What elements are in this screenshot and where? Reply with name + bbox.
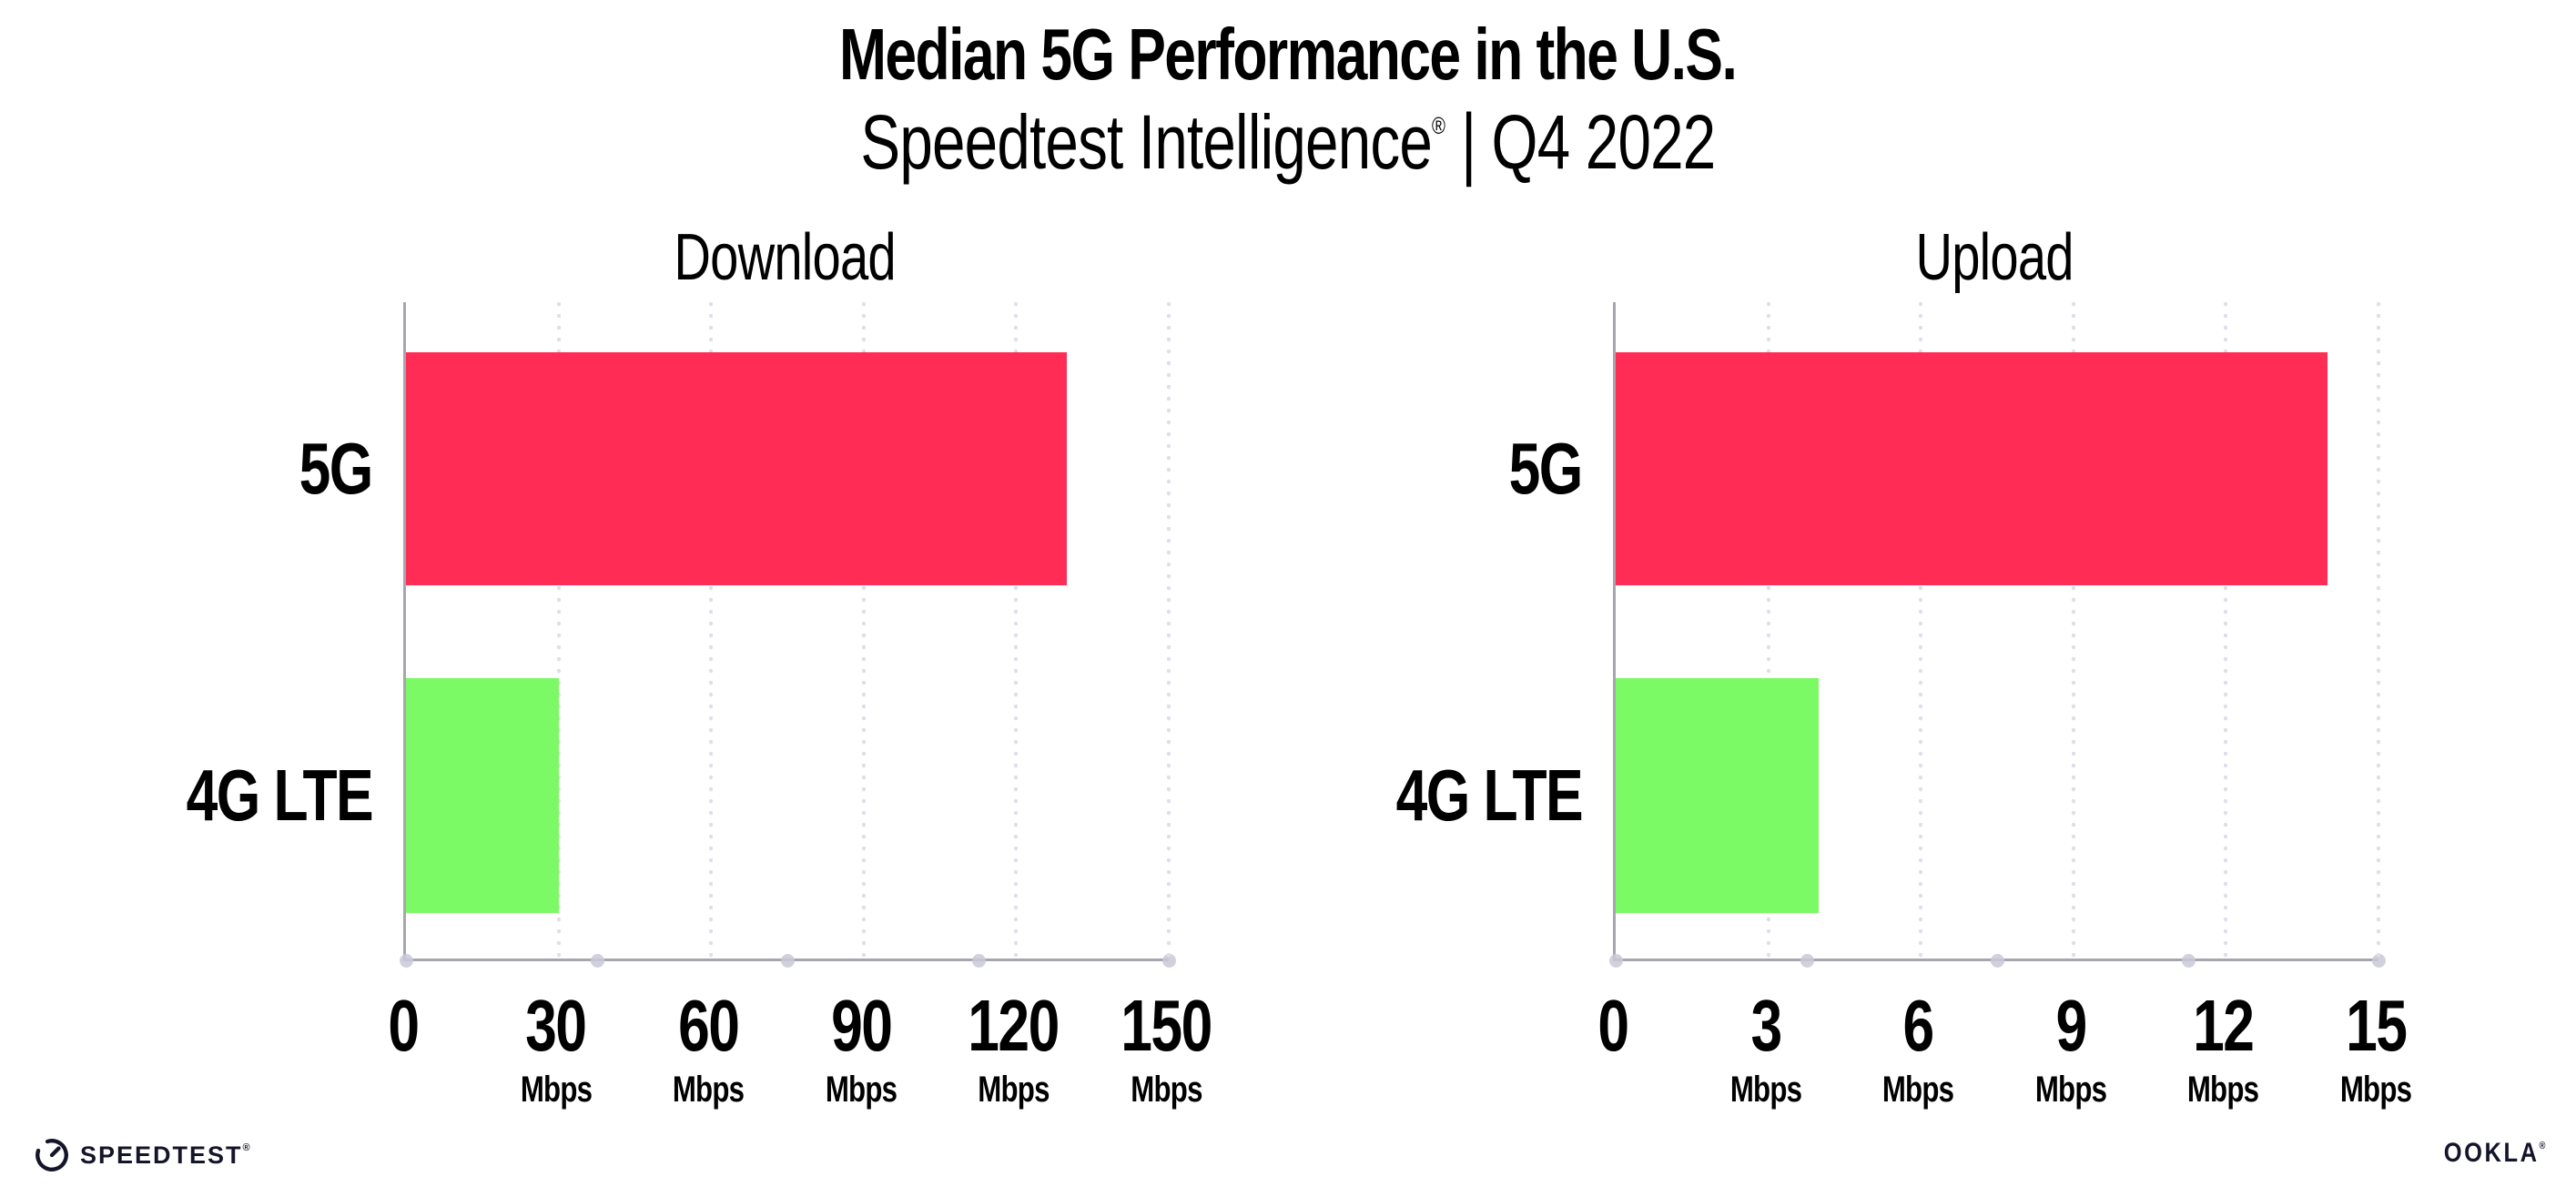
page-subtitle-text: Speedtest Intelligence® | Q4 2022 xyxy=(860,96,1717,188)
x-tick-label: 90 Mbps xyxy=(816,988,907,1111)
page-title-text: Median 5G Performance in the U.S. xyxy=(839,14,1738,95)
gridline xyxy=(1766,302,1770,959)
chart-title-download: Download xyxy=(674,221,896,294)
axis-node-dot xyxy=(1800,954,1814,968)
x-tick-unit: Mbps xyxy=(1729,1070,1801,1110)
x-tick-value: 12 xyxy=(2193,985,2255,1066)
x-tick-value: 0 xyxy=(1597,985,1629,1066)
category-label-4g-lte: 4G LTE xyxy=(1395,755,1584,836)
x-tick-value: 60 xyxy=(678,985,740,1066)
chart-title-upload: Upload xyxy=(1915,221,2074,294)
x-tick-unit: Mbps xyxy=(2034,1070,2107,1110)
bar-5g xyxy=(1616,352,2328,585)
x-tick-unit: Mbps xyxy=(520,1070,592,1110)
category-label-4g-lte: 4G LTE xyxy=(186,755,374,836)
gridline xyxy=(1919,302,1923,959)
gridline xyxy=(709,302,714,959)
axis-node-dot xyxy=(2181,954,2196,968)
subtitle-period: Q4 2022 xyxy=(1491,99,1717,185)
x-tick-value: 150 xyxy=(1121,985,1212,1066)
subtitle-separator: | xyxy=(1461,96,1476,188)
axis-node-dot xyxy=(590,954,604,968)
plot-area xyxy=(1609,302,2386,968)
speedtest-registered-mark: ® xyxy=(242,1141,250,1153)
gridline xyxy=(2224,302,2228,959)
ookla-registered-mark: ® xyxy=(2539,1141,2545,1151)
axis-node-dot xyxy=(400,954,413,968)
gridline xyxy=(556,302,561,959)
x-tick-label: 60 Mbps xyxy=(663,988,754,1111)
gridline xyxy=(1014,302,1019,959)
subtitle-brand: Speedtest Intelligence xyxy=(860,99,1433,185)
upload-chart-panel: Upload 5G 4G LTE 0 3 Mbps 6 Mbps 9 Mbps 12 Mbps 1… xyxy=(1303,218,2521,1192)
gridline xyxy=(2071,302,2075,959)
x-axis-labels: 0 30 Mbps 60 Mbps 90 Mbps 120 Mbps 150 Mbps xyxy=(388,988,1212,1179)
x-tick-value: 90 xyxy=(830,985,893,1066)
x-tick-unit: Mbps xyxy=(673,1070,745,1110)
x-tick-label: 30 Mbps xyxy=(510,988,601,1111)
axis-node-dot xyxy=(1609,954,1623,968)
category-label-5g: 5G xyxy=(299,428,374,509)
axis-node-dot xyxy=(2372,954,2386,968)
ookla-logo: OOKLA® xyxy=(2426,1138,2545,1169)
x-tick-label: 12 Mbps xyxy=(2177,988,2268,1111)
x-tick-value: 3 xyxy=(1750,985,1782,1066)
x-tick-unit: Mbps xyxy=(1882,1070,1954,1110)
x-tick-label: 150 Mbps xyxy=(1108,988,1223,1111)
gridline xyxy=(1167,302,1171,959)
x-tick-unit: Mbps xyxy=(1130,1070,1202,1110)
x-tick-value: 0 xyxy=(388,985,420,1066)
x-tick-label: 0 xyxy=(1594,988,1633,1064)
page-subtitle: Speedtest Intelligence® | Q4 2022 xyxy=(0,96,2576,188)
speedtest-wordmark: SPEEDTEST® xyxy=(80,1141,250,1169)
x-tick-unit: Mbps xyxy=(825,1070,898,1110)
speedtest-logo: SPEEDTEST® xyxy=(33,1136,250,1174)
x-tick-label: 0 xyxy=(384,988,423,1064)
bar-4g-lte xyxy=(1616,678,1820,913)
x-tick-label: 3 Mbps xyxy=(1719,988,1810,1111)
gridline xyxy=(2377,302,2380,959)
x-tick-label: 6 Mbps xyxy=(1872,988,1963,1111)
bar-4g-lte xyxy=(406,678,559,913)
page-title: Median 5G Performance in the U.S. xyxy=(0,13,2576,96)
axis-node-dot xyxy=(1991,954,2004,968)
x-tick-unit: Mbps xyxy=(978,1070,1050,1110)
ookla-wordmark: OOKLA® xyxy=(2443,1138,2545,1168)
download-chart-panel: Download 5G 4G LTE 0 30 Mbps 60 Mbps 90 Mbps 12… xyxy=(94,218,1312,1192)
plot-area xyxy=(400,302,1176,968)
category-label-5g: 5G xyxy=(1508,428,1584,509)
gauge-icon xyxy=(33,1136,71,1174)
x-axis-labels: 0 3 Mbps 6 Mbps 9 Mbps 12 Mbps 15 Mbps xyxy=(1597,988,2412,1179)
category-axis: 5G 4G LTE xyxy=(1303,302,1584,959)
x-tick-unit: Mbps xyxy=(2187,1070,2259,1110)
category-axis: 5G 4G LTE xyxy=(94,302,374,959)
axis-node-dot xyxy=(971,954,986,968)
axis-node-dot xyxy=(1162,954,1176,968)
x-tick-unit: Mbps xyxy=(2339,1070,2412,1110)
x-tick-value: 15 xyxy=(2345,985,2408,1066)
x-tick-label: 120 Mbps xyxy=(956,988,1071,1111)
x-tick-value: 30 xyxy=(525,985,587,1066)
x-tick-value: 9 xyxy=(2055,985,2087,1066)
registered-mark: ® xyxy=(1432,112,1446,139)
x-tick-value: 6 xyxy=(1902,985,1935,1066)
bar-5g xyxy=(406,352,1068,585)
x-tick-label: 15 Mbps xyxy=(2330,988,2421,1111)
axis-node-dot xyxy=(781,954,795,968)
x-tick-label: 9 Mbps xyxy=(2025,988,2116,1111)
gridline xyxy=(861,302,866,959)
x-tick-value: 120 xyxy=(968,985,1060,1066)
